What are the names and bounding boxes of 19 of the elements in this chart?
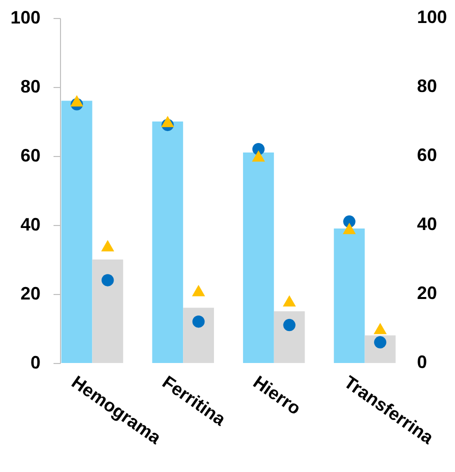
bar bbox=[61, 100, 92, 363]
y2-tick-label: 20 bbox=[417, 283, 438, 303]
y2-tick-label: 80 bbox=[417, 76, 438, 96]
y2-tick-label: 60 bbox=[417, 145, 438, 165]
y2-tick-label: 100 bbox=[417, 7, 448, 27]
y2-tick-label: 0 bbox=[417, 352, 428, 372]
y-tick-label: 80 bbox=[20, 76, 40, 96]
y-tick-label: 20 bbox=[20, 284, 40, 304]
y-tick-label: 0 bbox=[30, 352, 40, 372]
bar bbox=[334, 228, 365, 363]
bar bbox=[243, 152, 274, 363]
y-tick-label: 40 bbox=[20, 214, 40, 234]
bar bbox=[92, 260, 124, 363]
y-tick-label: 60 bbox=[20, 146, 40, 166]
bar bbox=[152, 122, 184, 363]
bar bbox=[274, 311, 305, 363]
bar bbox=[183, 308, 214, 363]
y2-tick-label: 40 bbox=[417, 214, 438, 234]
y-tick-label: 100 bbox=[10, 8, 40, 28]
